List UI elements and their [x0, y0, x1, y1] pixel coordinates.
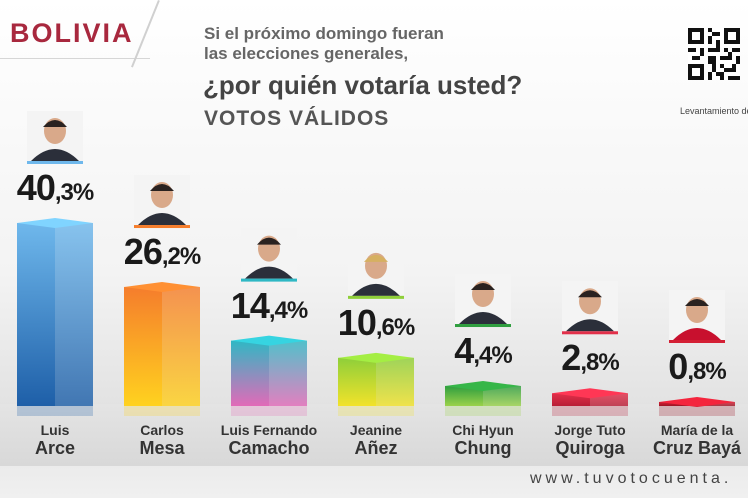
bar-face-left [338, 357, 376, 406]
category-label-line1: Carlos [140, 422, 184, 438]
bar-top [17, 218, 93, 228]
candidate-photo [669, 290, 725, 343]
data-label: 26,2% [107, 231, 217, 273]
bar-2 [124, 282, 200, 416]
bar-reflection [659, 406, 735, 416]
data-label-dec: ,3% [54, 179, 94, 206]
category-label-line1: Luis Fernando [220, 422, 318, 438]
bar-5 [445, 381, 521, 416]
bar-reflection [445, 406, 521, 416]
data-label-dec: ,4% [268, 296, 308, 324]
category-label-line2: Añez [354, 438, 398, 458]
bar-face-right [55, 223, 93, 406]
data-label-dec: ,2% [161, 243, 201, 271]
data-label-int: 2 [561, 337, 581, 379]
data-label-int: 14 [230, 284, 270, 326]
question-line-1: Si el próximo domingo fueran [204, 24, 444, 43]
bar-face-left [231, 340, 269, 406]
bar-reflection [338, 406, 414, 416]
category-label-line2: Chung [454, 438, 512, 458]
chart-subtitle: VOTOS VÁLIDOS [204, 107, 390, 130]
candidate-photo [562, 281, 618, 335]
bar-face-right [376, 357, 414, 406]
data-label-int: 0 [668, 346, 688, 387]
chart-title: ¿por quién votaría usted? [203, 70, 523, 100]
category-label: María de la Cruz Bayá [642, 422, 748, 458]
bar-top [338, 352, 414, 363]
data-label: 40,3% [0, 167, 110, 209]
bar-top [552, 388, 628, 399]
bar-face-right [162, 287, 200, 406]
fieldwork-label: Levantamiento de [680, 106, 748, 116]
bar-face-left [445, 386, 483, 406]
category-label-line2: Quiroga [555, 438, 625, 458]
category-label: Jeanine Añez [321, 422, 431, 458]
data-label: 2,8% [535, 337, 645, 379]
data-label-int: 10 [337, 301, 377, 343]
bar-4 [338, 352, 414, 416]
category-label-line1: Chi Hyun [452, 422, 514, 438]
category-label-line1: Jorge Tuto [554, 422, 626, 438]
category-label-line1: María de la [660, 422, 734, 438]
header-rule [0, 58, 150, 59]
bar-7 [659, 397, 735, 416]
bar-reflection [231, 406, 307, 416]
category-label-line2: Camacho [228, 438, 310, 458]
bar-face-left [17, 223, 55, 406]
category-label-line2: Arce [34, 438, 76, 458]
data-label-int: 4 [454, 330, 474, 372]
candidate-photo [455, 274, 511, 328]
candidate-photo [134, 175, 190, 229]
bar-1 [17, 218, 93, 416]
category-label-line1: Jeanine [349, 422, 403, 438]
bar-top [659, 397, 735, 407]
bar-reflection [17, 406, 93, 416]
bar-3 [231, 335, 307, 416]
candidate-photo [348, 245, 404, 299]
data-label-dec: ,8% [687, 358, 726, 385]
bar-face-right [483, 386, 521, 406]
candidate-photo [241, 228, 297, 282]
bar-top [231, 335, 307, 346]
question-line-2: las elecciones generales, [204, 44, 409, 63]
category-label: Luis Arce [0, 422, 110, 458]
category-label: Luis Fernando Camacho [214, 422, 324, 458]
category-label-line2: Cruz Bayá [652, 438, 742, 458]
bar-6 [552, 388, 628, 416]
data-label-int: 40 [16, 167, 56, 208]
qr-code-icon[interactable] [688, 28, 740, 80]
data-label: 0,8% [642, 346, 748, 388]
data-label-dec: ,8% [580, 349, 619, 377]
bar-top [124, 282, 200, 293]
bar-face-left [124, 287, 162, 406]
bar-top [445, 381, 521, 392]
bar-reflection [124, 406, 200, 416]
country-title: BOLIVIA [10, 18, 134, 48]
category-label-line1: Luis [40, 422, 70, 438]
category-label: Carlos Mesa [107, 422, 217, 458]
category-label-line2: Mesa [139, 438, 185, 458]
data-label: 14,4% [214, 285, 324, 327]
data-label: 4,4% [428, 330, 538, 372]
website-url[interactable]: www.tuvotocuenta. [530, 470, 733, 487]
data-label-int: 26 [123, 231, 163, 273]
bar-face-right [269, 340, 307, 406]
data-label-dec: ,6% [375, 313, 415, 341]
data-label-dec: ,4% [473, 342, 512, 370]
candidate-photo [27, 111, 83, 164]
data-label: 10,6% [321, 302, 431, 344]
floor-band [0, 404, 748, 466]
category-label: Chi Hyun Chung [428, 422, 538, 458]
bar-reflection [552, 406, 628, 416]
category-label: Jorge Tuto Quiroga [535, 422, 645, 458]
